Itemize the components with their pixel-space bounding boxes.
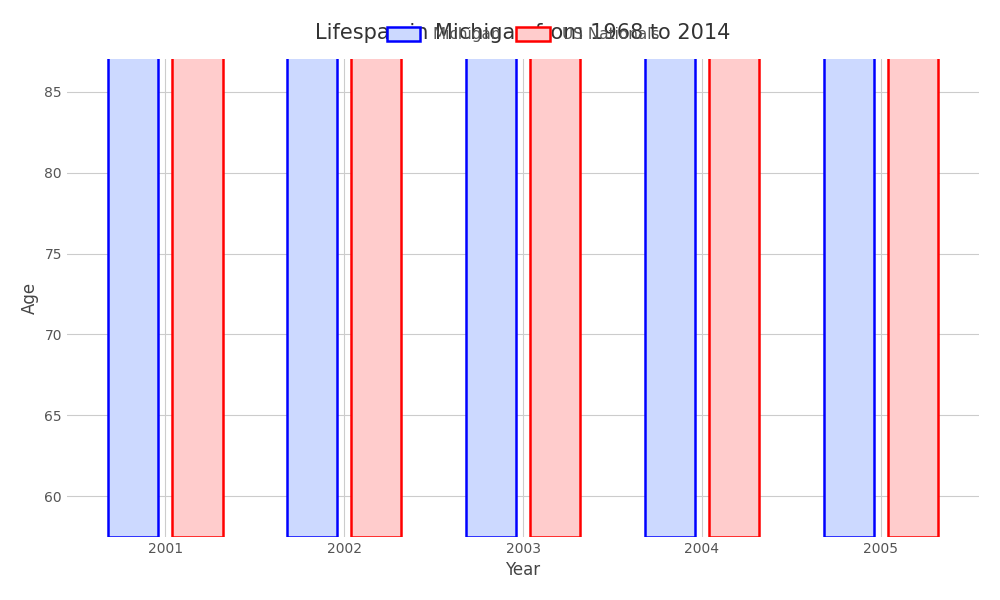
Bar (108, 0, 158, 537)
Bar (530, 0, 580, 537)
Bar (287, 0, 337, 537)
Bar (824, 0, 874, 537)
Bar (709, 0, 759, 537)
Y-axis label: Age: Age (21, 282, 39, 314)
Title: Lifespan in Michigan from 1968 to 2014: Lifespan in Michigan from 1968 to 2014 (315, 23, 731, 43)
Bar (351, 0, 401, 537)
Bar (888, 0, 938, 537)
Bar (172, 0, 223, 537)
X-axis label: Year: Year (505, 561, 541, 579)
Bar (466, 0, 516, 537)
Bar (645, 0, 695, 537)
Legend: Michigan, US Nationals: Michigan, US Nationals (379, 19, 667, 50)
